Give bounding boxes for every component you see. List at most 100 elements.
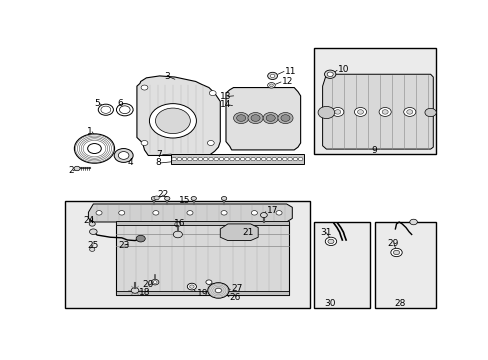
Text: 18: 18	[139, 288, 150, 297]
Text: 22: 22	[158, 190, 169, 199]
Text: 20: 20	[142, 280, 154, 289]
Circle shape	[118, 152, 129, 159]
Circle shape	[280, 115, 289, 121]
Circle shape	[215, 288, 221, 293]
Circle shape	[406, 110, 412, 114]
Circle shape	[187, 157, 192, 161]
Text: 16: 16	[174, 219, 185, 228]
Text: 26: 26	[229, 293, 241, 302]
Circle shape	[409, 219, 417, 225]
Circle shape	[98, 104, 113, 115]
Text: 27: 27	[230, 284, 242, 293]
Text: 10: 10	[337, 65, 348, 74]
Circle shape	[261, 157, 265, 161]
Circle shape	[164, 197, 169, 201]
Circle shape	[221, 211, 226, 215]
Circle shape	[131, 288, 139, 293]
Circle shape	[269, 84, 273, 87]
Polygon shape	[88, 204, 292, 222]
Circle shape	[378, 108, 390, 116]
Circle shape	[74, 134, 114, 163]
Polygon shape	[220, 224, 258, 240]
Text: 13: 13	[219, 92, 230, 101]
Circle shape	[207, 140, 214, 145]
Circle shape	[265, 115, 275, 121]
Circle shape	[155, 108, 190, 134]
Text: 8: 8	[155, 158, 161, 167]
Circle shape	[224, 157, 228, 161]
Text: 4: 4	[127, 158, 133, 167]
Circle shape	[229, 157, 234, 161]
Circle shape	[182, 157, 186, 161]
Circle shape	[114, 149, 133, 162]
Text: 24: 24	[83, 216, 94, 225]
Circle shape	[87, 144, 101, 153]
Circle shape	[149, 104, 196, 138]
Text: 15: 15	[178, 196, 190, 205]
Bar	[116, 291, 288, 296]
Circle shape	[89, 222, 95, 226]
Circle shape	[271, 157, 276, 161]
Circle shape	[390, 248, 401, 257]
Circle shape	[96, 211, 102, 215]
Circle shape	[209, 91, 216, 96]
Circle shape	[354, 108, 366, 116]
Circle shape	[247, 112, 263, 123]
Circle shape	[221, 197, 226, 201]
Circle shape	[292, 157, 297, 161]
Circle shape	[277, 157, 281, 161]
Circle shape	[116, 104, 133, 116]
Polygon shape	[137, 76, 220, 156]
Bar	[374, 222, 435, 308]
Polygon shape	[322, 74, 432, 149]
Circle shape	[175, 222, 181, 226]
Circle shape	[317, 107, 334, 118]
Circle shape	[136, 235, 145, 242]
Circle shape	[177, 157, 181, 161]
Circle shape	[153, 281, 157, 284]
Circle shape	[189, 285, 194, 288]
Circle shape	[287, 157, 292, 161]
Text: 2: 2	[68, 166, 73, 175]
Circle shape	[250, 115, 260, 121]
Text: 1: 1	[87, 127, 92, 136]
Text: 30: 30	[324, 299, 335, 308]
Circle shape	[203, 157, 207, 161]
Circle shape	[186, 211, 193, 215]
Text: 3: 3	[164, 72, 170, 81]
Circle shape	[89, 229, 97, 234]
Circle shape	[236, 115, 245, 121]
Bar	[314, 222, 369, 308]
Text: 7: 7	[156, 150, 162, 159]
Circle shape	[207, 283, 228, 298]
Circle shape	[119, 211, 124, 215]
Circle shape	[266, 157, 271, 161]
Text: 12: 12	[281, 77, 292, 86]
Circle shape	[403, 108, 415, 116]
Circle shape	[334, 110, 340, 114]
Circle shape	[191, 197, 196, 201]
Circle shape	[74, 166, 80, 171]
Circle shape	[119, 106, 130, 114]
Circle shape	[250, 157, 255, 161]
Bar	[171, 154, 303, 164]
Text: 28: 28	[393, 299, 405, 308]
Circle shape	[214, 157, 218, 161]
Circle shape	[89, 247, 95, 251]
Circle shape	[267, 82, 275, 88]
Circle shape	[141, 140, 147, 145]
Text: 9: 9	[370, 146, 376, 155]
Text: 6: 6	[117, 99, 122, 108]
Text: 29: 29	[387, 239, 398, 248]
Circle shape	[298, 157, 302, 161]
Circle shape	[260, 212, 267, 217]
Text: 17: 17	[266, 206, 278, 215]
Circle shape	[270, 74, 274, 77]
Text: 5: 5	[94, 99, 100, 108]
Circle shape	[153, 211, 159, 215]
Circle shape	[331, 108, 343, 116]
Circle shape	[208, 157, 213, 161]
Circle shape	[326, 72, 332, 76]
Text: 14: 14	[219, 100, 230, 109]
Circle shape	[424, 108, 435, 117]
